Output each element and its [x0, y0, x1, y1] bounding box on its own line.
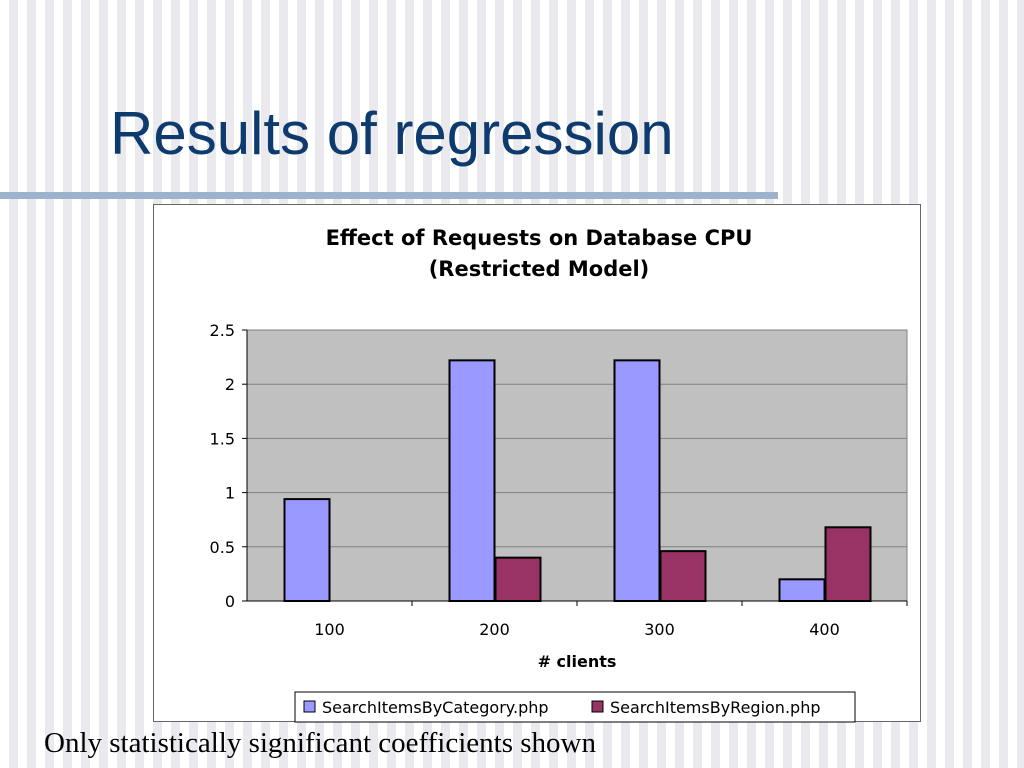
x-tick-label: 300 — [644, 620, 675, 639]
x-tick-label: 200 — [479, 620, 510, 639]
y-tick-label: 0 — [225, 592, 235, 611]
legend-box — [294, 691, 856, 723]
slide-title: Results of regression — [110, 100, 674, 167]
y-tick-label: 0.5 — [210, 538, 235, 557]
y-tick-label: 1 — [225, 484, 235, 503]
x-axis-label: # clients — [538, 652, 617, 671]
legend-label: SearchItemsByRegion.php — [610, 698, 820, 717]
x-tick-label: 100 — [314, 620, 345, 639]
y-tick-label: 2.5 — [210, 321, 235, 340]
y-tick-label: 1.5 — [210, 429, 235, 448]
bar — [613, 359, 661, 602]
plot-area — [246, 329, 908, 602]
bar — [283, 498, 331, 603]
chart-frame: Effect of Requests on Database CPU (Restr… — [153, 204, 921, 723]
legend-label: SearchItemsByCategory.php — [322, 698, 549, 717]
x-tick-label: 400 — [809, 620, 840, 639]
footnote: Only statistically significant coefficie… — [44, 727, 596, 759]
chart-title-line: Effect of Requests on Database CPU — [326, 226, 753, 250]
legend-swatch — [303, 700, 316, 713]
title-underline — [0, 192, 778, 199]
chart-title-line: (Restricted Model) — [429, 257, 650, 281]
y-tick-label: 2 — [225, 375, 235, 394]
bar — [778, 578, 826, 603]
legend-swatch — [591, 700, 604, 713]
bar — [448, 359, 496, 602]
bar — [824, 526, 872, 602]
bar — [659, 550, 707, 602]
bar-chart: Effect of Requests on Database CPU (Restr… — [210, 226, 908, 723]
bar — [494, 556, 542, 603]
